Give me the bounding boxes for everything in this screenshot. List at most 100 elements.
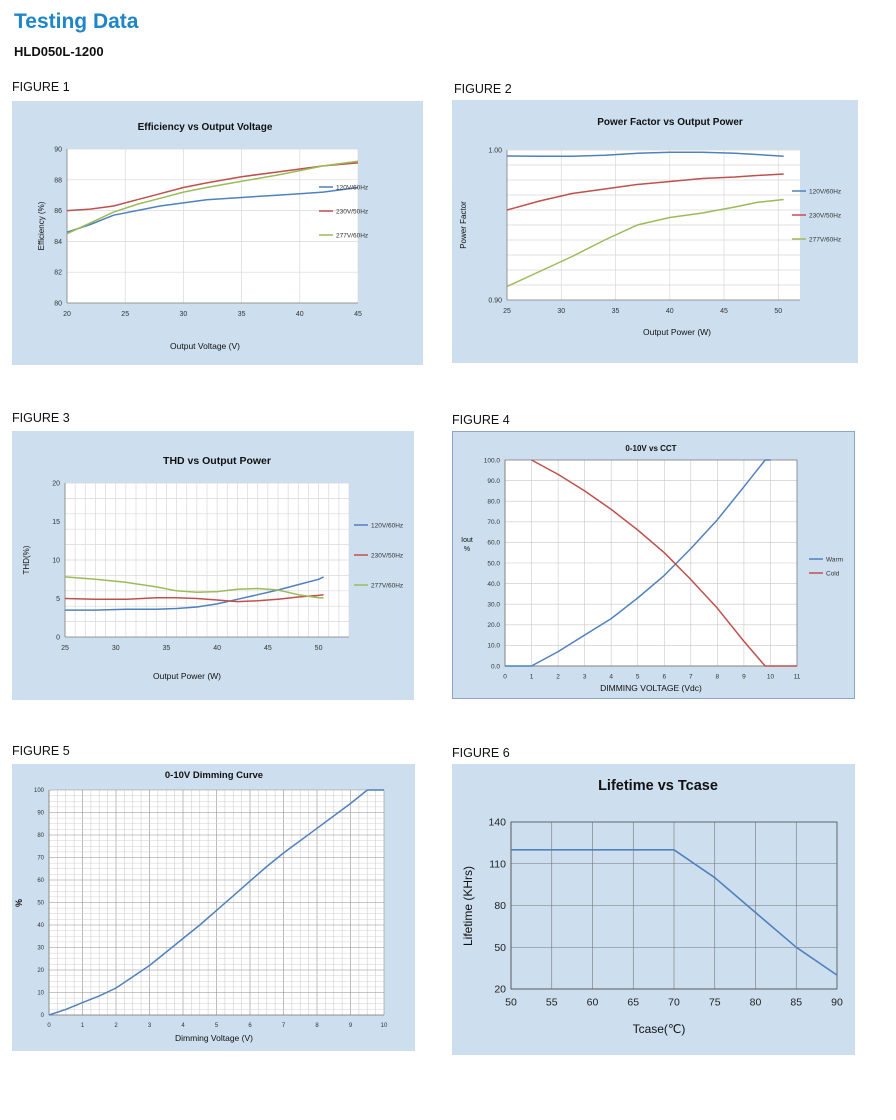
- y-axis-label: Power Factor: [459, 201, 468, 249]
- x-tick-label: 1: [530, 674, 534, 681]
- x-tick-label: 11: [794, 674, 801, 681]
- series-line: [64, 576, 324, 599]
- series-line: [511, 849, 838, 976]
- y-tick-label: 60.0: [487, 540, 500, 547]
- x-tick-label: 10: [767, 674, 775, 681]
- x-tick-label: 45: [354, 311, 362, 318]
- y-tick-label: 90: [37, 811, 44, 817]
- legend-entry: 277V/60Hz: [336, 232, 368, 239]
- x-tick-label: 0: [503, 674, 507, 681]
- x-tick-label: 85: [790, 997, 802, 1009]
- x-tick-label: 25: [61, 645, 69, 652]
- x-axis-label: Tcase(℃): [633, 1022, 686, 1036]
- gridlines: [506, 149, 800, 301]
- x-tick-label: 7: [689, 674, 693, 681]
- x-tick-label: 7: [282, 1023, 286, 1029]
- legend-entry: 230V/50Hz: [336, 208, 368, 215]
- y-tick-label: 0: [41, 1013, 45, 1019]
- series-line: [64, 593, 324, 603]
- legend-entry: 230V/50Hz: [809, 212, 841, 219]
- plot-frame: [510, 821, 838, 990]
- figure-5-label: FIGURE 5: [12, 744, 70, 758]
- y-tick-label: 60: [37, 878, 44, 884]
- y-axis-label: Efficiency (%): [37, 201, 46, 250]
- x-tick-label: 40: [213, 645, 221, 652]
- figure-3-label: FIGURE 3: [12, 411, 70, 425]
- x-tick-label: 9: [349, 1023, 353, 1029]
- x-axis-label: Output Power (W): [643, 327, 711, 337]
- y-tick-label: 50.0: [487, 560, 500, 567]
- x-axis-label: Output Voltage (V): [170, 341, 240, 351]
- x-tick-label: 35: [163, 645, 171, 652]
- y-tick-label: 10: [52, 557, 60, 564]
- y-tick-label: 30: [37, 946, 44, 952]
- series-line: [506, 198, 784, 288]
- chart-title: THD vs Output Power: [163, 455, 271, 467]
- y-axis-label: Lifetime (KHrs): [461, 866, 475, 946]
- chart-title: Efficiency vs Output Voltage: [138, 122, 273, 133]
- legend-entry: 120V/60Hz: [809, 188, 841, 195]
- x-tick-label: 2: [114, 1023, 118, 1029]
- x-tick-label: 35: [238, 311, 246, 318]
- x-tick-label: 60: [587, 997, 599, 1009]
- x-tick-label: 80: [750, 997, 762, 1009]
- x-tick-label: 35: [612, 308, 620, 315]
- chart-lifetime-panel: 50 55 60 65 70 75 80 85 90 20 50 80 110 140 Lifetime v…: [452, 764, 855, 1055]
- power-factor-chart: 25 30 35 40 45 50 0.90 1.00 Power Factor vs Outp…: [459, 117, 841, 337]
- series-line: [505, 459, 771, 667]
- y-tick-label: 50: [494, 942, 506, 954]
- chart-title: 0-10V vs CCT: [625, 444, 676, 453]
- efficiency-chart: 20 25 30 35 40 45 80 82 84 86 88 90 Efficiency vs Ou…: [37, 122, 368, 351]
- x-tick-label: 55: [546, 997, 558, 1009]
- y-tick-label: 86: [54, 208, 62, 215]
- series-line: [65, 576, 324, 611]
- figure-2-label: FIGURE 2: [454, 82, 512, 96]
- x-tick-label: 50: [505, 997, 517, 1009]
- chart-title: 0-10V Dimming Curve: [165, 770, 263, 781]
- y-tick-label: 80.0: [487, 498, 500, 505]
- y-tick-label: 40.0: [487, 581, 500, 588]
- x-tick-label: 25: [503, 308, 511, 315]
- y-tick-label: 100: [34, 788, 45, 794]
- document-title: Testing Data: [14, 10, 139, 33]
- y-axis-label-unit: %: [464, 546, 470, 553]
- x-tick-label: 40: [296, 311, 304, 318]
- y-tick-label: 80: [494, 900, 506, 912]
- chart-title: Power Factor vs Output Power: [597, 117, 743, 128]
- x-tick-label: 6: [662, 674, 666, 681]
- y-tick-label: 10: [37, 991, 44, 997]
- x-tick-label: 30: [112, 645, 120, 652]
- series-line: [66, 186, 359, 233]
- x-tick-label: 5: [636, 674, 640, 681]
- y-tick-label: 50: [37, 901, 44, 907]
- y-tick-label: 5: [56, 596, 60, 603]
- x-tick-label: 70: [668, 997, 680, 1009]
- chart-thd-panel: 25 30 35 40 45 50 0 5 10 15 20 THD vs Output Power O…: [12, 431, 414, 700]
- y-tick-label: 88: [54, 177, 62, 184]
- x-axis-label: DIMMING VOLTAGE (Vdc): [600, 683, 702, 693]
- y-axis-label: THD(%): [22, 545, 31, 574]
- y-tick-label: 0: [56, 634, 60, 641]
- y-tick-label: 0.0: [491, 663, 500, 670]
- chart-title: Lifetime vs Tcase: [598, 778, 718, 794]
- y-tick-label: 70.0: [487, 519, 500, 526]
- y-tick-label: 20.0: [487, 622, 500, 629]
- x-tick-label: 1: [81, 1023, 85, 1029]
- y-tick-label: 90: [54, 146, 62, 153]
- x-tick-label: 75: [709, 997, 721, 1009]
- x-tick-label: 8: [315, 1023, 319, 1029]
- y-tick-label: 80: [54, 300, 62, 307]
- x-tick-label: 50: [774, 308, 782, 315]
- y-tick-label: 82: [54, 270, 62, 277]
- legend-entry: 120V/60Hz: [371, 522, 403, 529]
- series-line: [506, 151, 784, 158]
- legend-entry: 120V/60Hz: [336, 184, 368, 191]
- x-tick-label: 3: [148, 1023, 152, 1029]
- plot-area: [67, 149, 358, 303]
- cct-chart: 0 1 2 3 4 5 6 7 8 9 10 11 0.0 10.0 20.0 30.0 40.0 50.0 60.…: [461, 444, 843, 693]
- y-tick-label: 110: [489, 858, 506, 870]
- plot-frame: [504, 459, 798, 667]
- legend-entry: 230V/50Hz: [371, 552, 403, 559]
- y-tick-label: 40: [37, 923, 44, 929]
- x-tick-label: 30: [180, 311, 188, 318]
